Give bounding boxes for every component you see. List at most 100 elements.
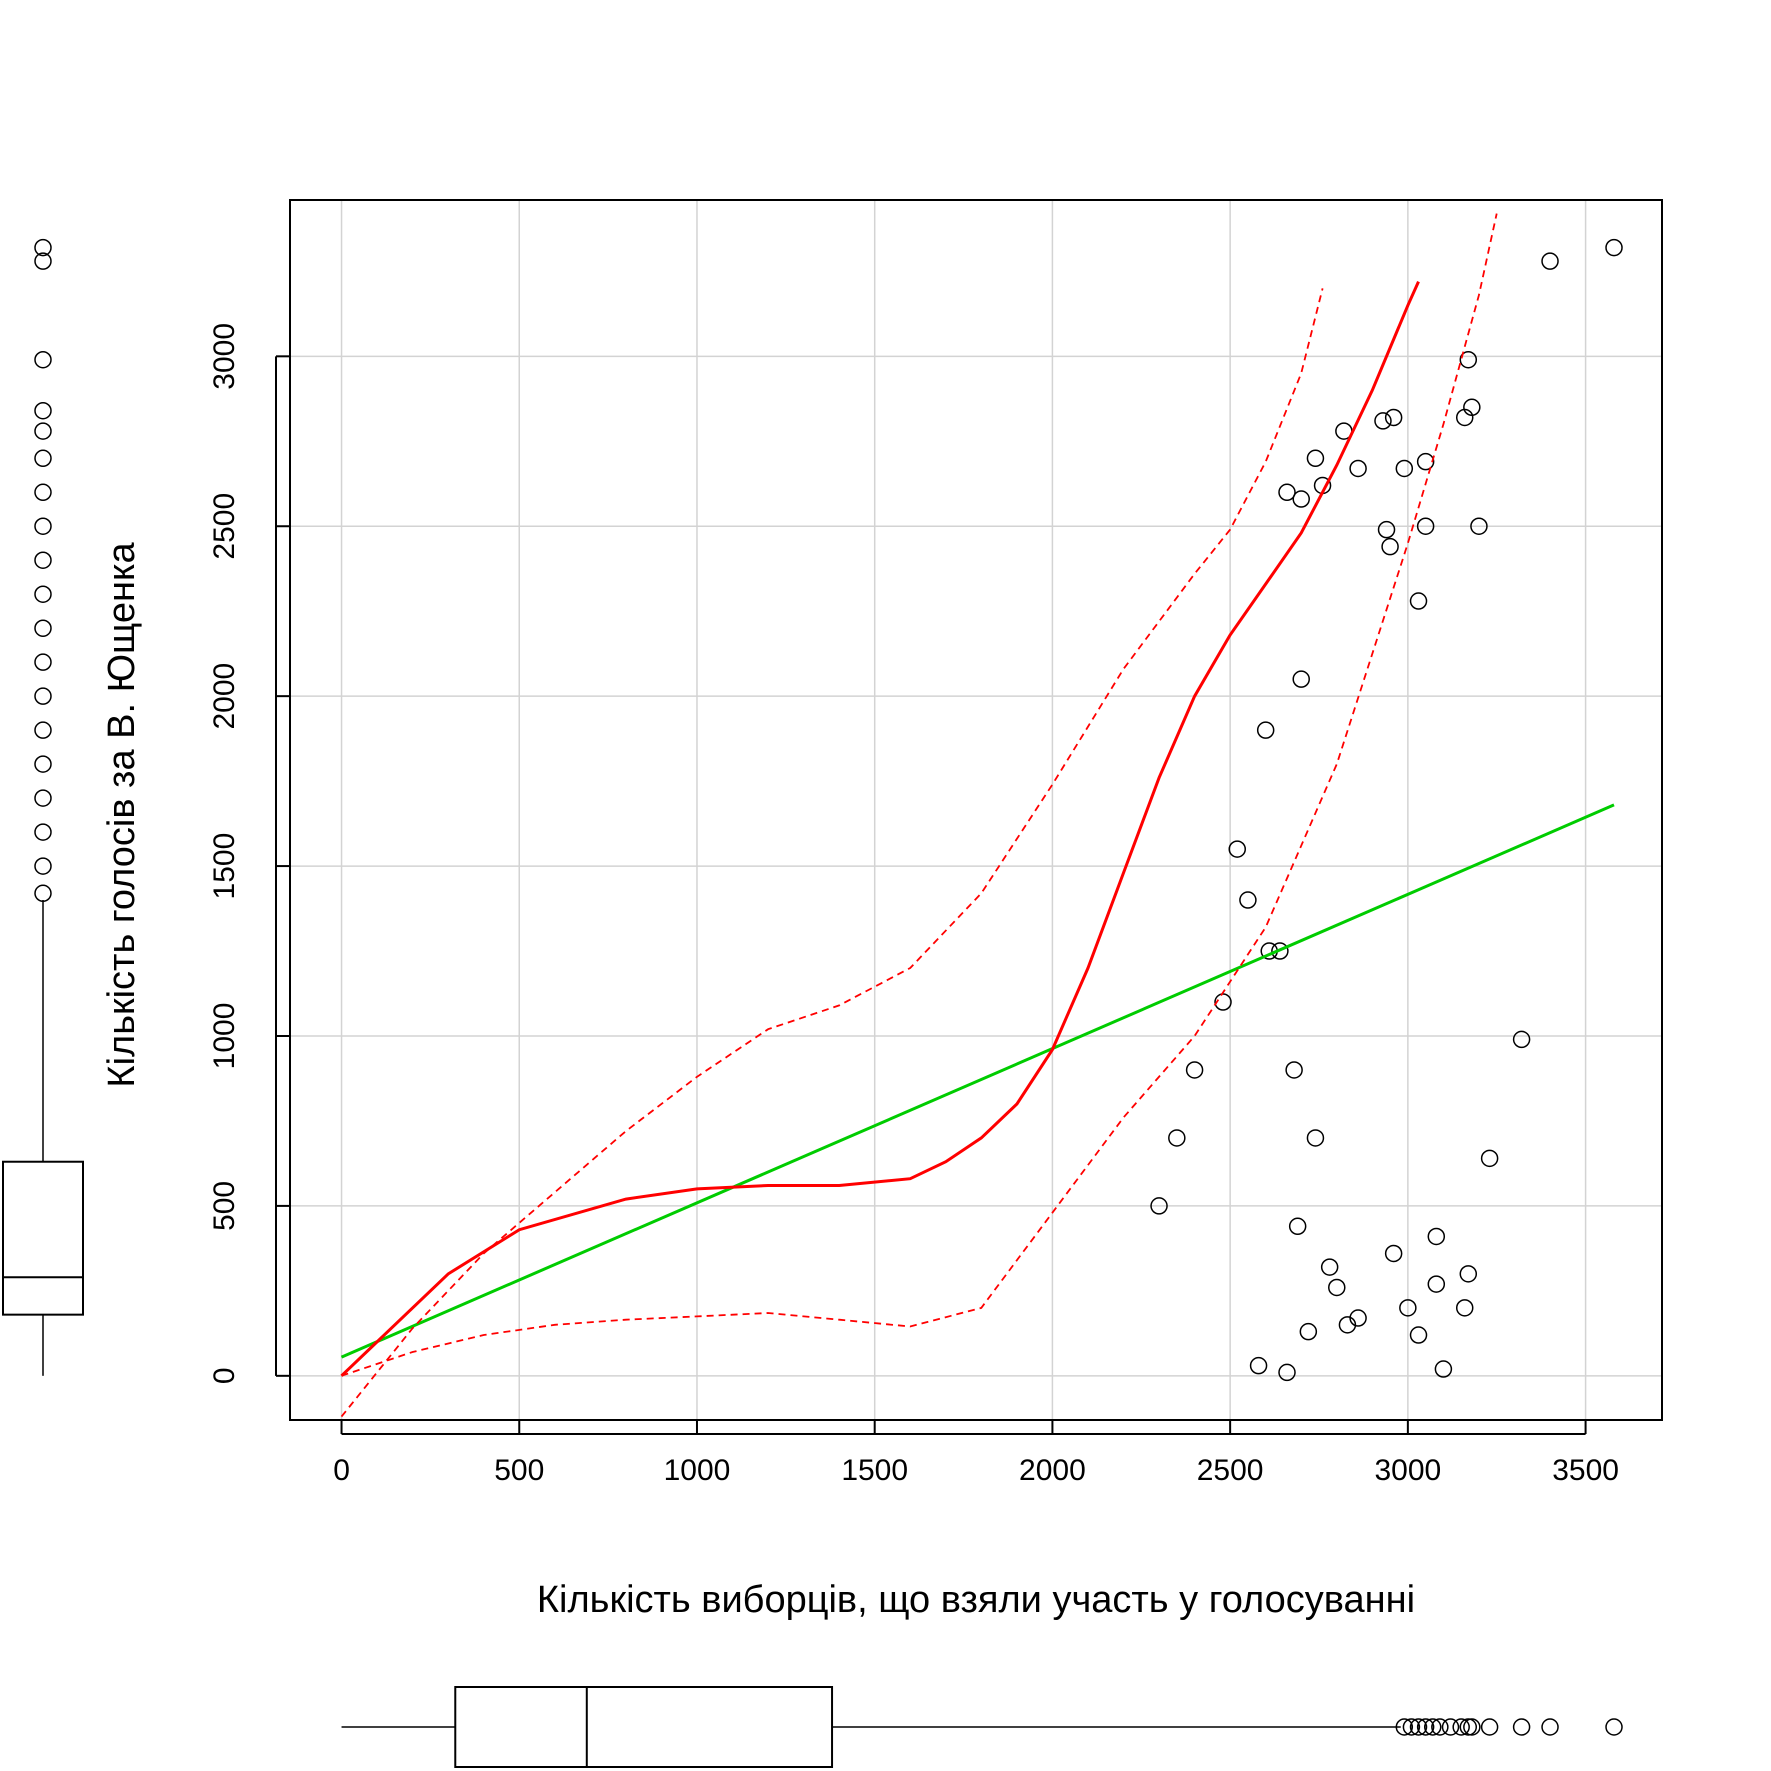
y-tick-label: 0 xyxy=(208,1367,241,1384)
y-box-outlier xyxy=(34,585,52,603)
data-point xyxy=(1338,1316,1357,1334)
y-tick-label: 1000 xyxy=(208,1003,241,1070)
x-tick-label: 1000 xyxy=(664,1454,731,1487)
data-point xyxy=(1512,1030,1531,1049)
x-tick-label: 2500 xyxy=(1197,1454,1264,1487)
x-box-outlier xyxy=(1480,1718,1499,1736)
y-box-outlier xyxy=(34,755,52,773)
x-box-outlier xyxy=(1459,1718,1478,1736)
data-point xyxy=(1427,1275,1446,1293)
data-point xyxy=(1480,1149,1499,1168)
data-point xyxy=(1299,1322,1318,1341)
data-point xyxy=(1427,1227,1446,1246)
x-box-outlier xyxy=(1402,1718,1421,1736)
x-boxplot xyxy=(341,1686,1623,1768)
y-tick-label: 1500 xyxy=(208,833,241,900)
y-box-outlier xyxy=(34,449,52,468)
data-point xyxy=(1271,942,1289,960)
plot-frame xyxy=(289,199,1663,1421)
data-point xyxy=(1278,1363,1296,1382)
data-point xyxy=(1168,1129,1186,1147)
y-box-outlier xyxy=(34,884,52,903)
x-box-outlier xyxy=(1541,1718,1559,1736)
data-point xyxy=(1349,459,1367,478)
data-point xyxy=(1292,670,1310,688)
data-point xyxy=(1285,1061,1303,1079)
y-box-outlier xyxy=(34,653,52,671)
data-point xyxy=(1541,252,1559,270)
data-point xyxy=(1470,517,1488,535)
data-point xyxy=(1416,517,1435,535)
x-box-outlier xyxy=(1605,1718,1623,1736)
confidence-line xyxy=(341,213,1498,1377)
y-box-outlier xyxy=(34,687,52,705)
y-box-outlier xyxy=(34,252,52,270)
x-box-outlier xyxy=(1463,1718,1481,1736)
x-box-outlier xyxy=(1431,1718,1449,1736)
data-point xyxy=(1459,1265,1478,1283)
x-box-outlier xyxy=(1395,1718,1414,1736)
data-point xyxy=(1256,721,1275,739)
data-point xyxy=(1377,520,1396,539)
data-point xyxy=(1185,1061,1204,1079)
data-point xyxy=(1320,1258,1339,1276)
y-axis-title: Кількість голосів за В. Ющенка xyxy=(101,542,143,1088)
y-tick-label: 2000 xyxy=(208,663,241,730)
x-box-outlier xyxy=(1512,1718,1531,1736)
confidence-line xyxy=(340,288,1324,1418)
data-point xyxy=(1459,350,1478,369)
y-box-outlier xyxy=(34,551,52,569)
data-point xyxy=(1384,1244,1403,1263)
x-tick-label: 3000 xyxy=(1374,1454,1441,1487)
data-point xyxy=(1455,408,1474,427)
y-tick-label: 3000 xyxy=(208,323,241,390)
x-box-outlier xyxy=(1441,1718,1460,1736)
x-axis-title: Кількість виборців, що взяли участь у го… xyxy=(537,1579,1415,1621)
x-box-outlier xyxy=(1416,1718,1435,1736)
y-box-outlier xyxy=(34,857,52,875)
data-point xyxy=(1374,412,1392,430)
data-point xyxy=(1288,1217,1307,1236)
y-tick-label: 500 xyxy=(208,1181,241,1231)
y-box-outlier xyxy=(34,422,52,440)
scatter-points xyxy=(1150,238,1623,1382)
data-point xyxy=(1150,1197,1168,1215)
data-point xyxy=(1605,238,1623,257)
y-box-outlier xyxy=(34,483,52,502)
x-box xyxy=(454,1686,834,1768)
grid xyxy=(290,200,1662,1420)
data-point xyxy=(1228,840,1246,858)
data-point xyxy=(1455,1299,1474,1317)
regression-line xyxy=(340,803,1615,1359)
y-box-outlier xyxy=(34,619,52,637)
data-point xyxy=(1416,452,1435,471)
y-box-outlier xyxy=(34,789,52,807)
data-point xyxy=(1395,459,1414,478)
data-point xyxy=(1381,537,1399,556)
y-box-outlier xyxy=(34,350,52,369)
data-point xyxy=(1399,1299,1417,1317)
data-point xyxy=(1434,1360,1453,1378)
x-tick-label: 500 xyxy=(494,1454,544,1487)
trend-lines xyxy=(340,213,1615,1418)
y-box-outlier xyxy=(34,238,52,257)
data-point xyxy=(1306,449,1325,468)
y-box xyxy=(2,1160,84,1316)
y-box-outlier xyxy=(34,517,52,535)
data-point xyxy=(1306,1129,1325,1147)
y-boxplot xyxy=(2,238,84,1376)
x-box-outlier xyxy=(1423,1718,1442,1736)
data-point xyxy=(1409,592,1428,610)
x-tick-label: 0 xyxy=(333,1454,350,1487)
x-tick-label: 1500 xyxy=(841,1454,908,1487)
data-point xyxy=(1409,1326,1428,1344)
data-point xyxy=(1249,1356,1268,1375)
y-tick-label: 2500 xyxy=(208,493,241,560)
x-tick-label: 2000 xyxy=(1019,1454,1086,1487)
axes: 0 500 1000 1500 2000 2500 3000 3500 0 500 1000 1500… xyxy=(208,323,1619,1487)
smooth-line xyxy=(340,280,1420,1377)
y-box-outlier xyxy=(34,823,52,841)
data-point xyxy=(1278,483,1296,502)
x-box-outlier xyxy=(1409,1718,1428,1736)
